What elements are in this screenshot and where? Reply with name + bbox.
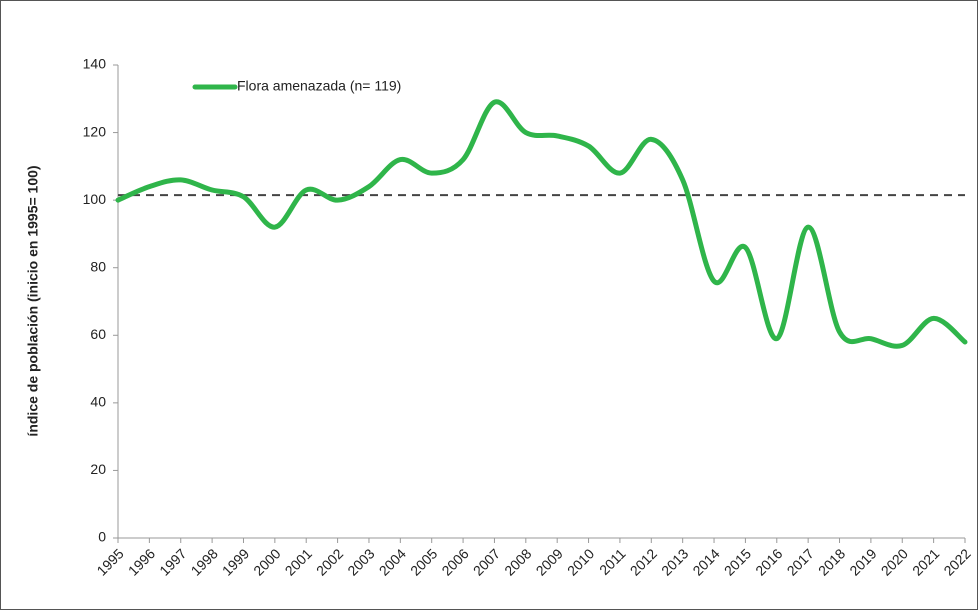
y-tick-label: 20 bbox=[90, 461, 106, 477]
y-tick-label: 100 bbox=[83, 191, 107, 207]
y-tick-label: 60 bbox=[90, 326, 106, 342]
y-tick-label: 80 bbox=[90, 258, 106, 274]
y-tick-label: 40 bbox=[90, 394, 106, 410]
legend-label: Flora amenazada (n= 119) bbox=[237, 78, 401, 94]
y-tick-label: 140 bbox=[83, 56, 107, 72]
y-tick-label: 120 bbox=[83, 123, 107, 139]
y-tick-label: 0 bbox=[98, 529, 106, 545]
y-axis-title: índice de población (inicio en 1995= 100… bbox=[25, 165, 41, 436]
data-line bbox=[115, 99, 968, 349]
